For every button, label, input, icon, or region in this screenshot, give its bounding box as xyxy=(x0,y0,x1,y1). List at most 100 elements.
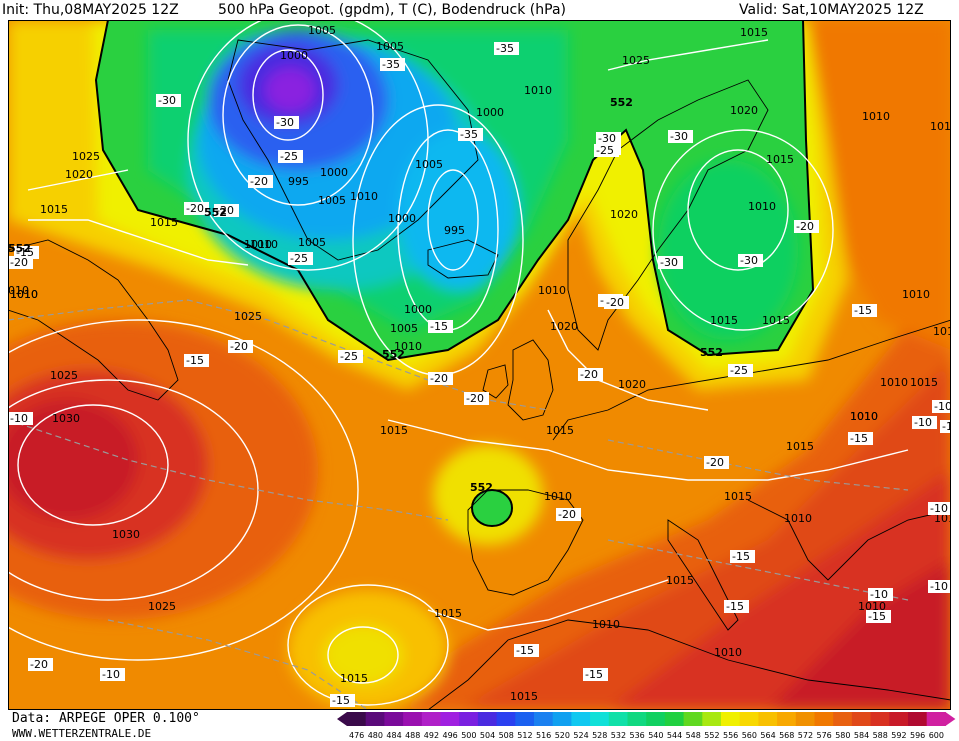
pressure-label: 1015 xyxy=(786,440,814,453)
temperature-label: -30 xyxy=(598,132,616,145)
temperature-label-bg xyxy=(928,580,951,593)
legend-tick-496: 496 xyxy=(443,731,458,740)
temperature-label: -15 xyxy=(732,550,750,563)
pressure-label: 1015 xyxy=(762,314,790,327)
pressure-label: 1000 xyxy=(320,166,348,179)
temperature-label: -15 xyxy=(516,644,534,657)
temperature-label-bg xyxy=(932,400,951,413)
temperature-label-bg xyxy=(604,296,629,309)
pressure-label: 1015 xyxy=(710,314,738,327)
data-source: Data: ARPEGE OPER 0.100° xyxy=(12,711,200,726)
temperature-label: -10 xyxy=(942,420,951,433)
temperature-label-bg xyxy=(668,130,693,143)
pressure-label: 995 xyxy=(288,175,309,188)
pressure-label: 1010 xyxy=(850,410,878,423)
pressure-label: 1015 xyxy=(150,216,178,229)
pressure-label: 1020 xyxy=(618,378,646,391)
temperature-label: -30 xyxy=(670,130,688,143)
coast-italy xyxy=(667,519,739,631)
legend-tick-552: 552 xyxy=(704,731,719,740)
legend-swatch-584 xyxy=(851,712,872,726)
fill-iberia-green xyxy=(471,489,513,527)
legend-tick-540: 540 xyxy=(648,731,663,740)
temperature-label-bg xyxy=(338,350,363,363)
legend-swatch-496 xyxy=(440,712,460,726)
temperature-label: -20 xyxy=(558,508,576,521)
temperature-label: -10 xyxy=(10,412,28,425)
temperature-label: -35 xyxy=(460,128,478,141)
coast-iceland xyxy=(427,239,499,279)
edge-label: 552 xyxy=(8,242,31,255)
legend-tick-600: 600 xyxy=(929,731,944,740)
geopotential-label: 552 xyxy=(700,346,723,359)
edge-label: 010 xyxy=(8,284,29,297)
pressure-label: 1025 xyxy=(148,600,176,613)
temperature-label-bg xyxy=(274,116,299,129)
temperature-label-bg xyxy=(596,132,621,145)
legend-swatch-560 xyxy=(739,712,759,726)
geopotential-label: 552 xyxy=(610,96,633,109)
legend-tick-492: 492 xyxy=(424,731,439,740)
pressure-label: 1000 xyxy=(388,212,416,225)
temperature-label-bg xyxy=(866,610,891,623)
pressure-label: 1025 xyxy=(622,54,650,67)
legend-swatch-532 xyxy=(608,712,628,726)
pressure-label: 1020 xyxy=(550,320,578,333)
pressure-label: 1015 xyxy=(766,153,794,166)
pressure-label: 1000 xyxy=(280,49,308,62)
isotherm-3 xyxy=(107,619,369,710)
legend-tick-480: 480 xyxy=(368,731,383,740)
website: WWW.WETTERZENTRALE.DE xyxy=(12,727,152,740)
temperature-label: -35 xyxy=(382,58,400,71)
isotherms xyxy=(8,299,909,710)
isobar-high-1030b xyxy=(8,379,259,601)
legend-tick-484: 484 xyxy=(386,731,401,740)
legend-tick-524: 524 xyxy=(573,731,588,740)
pressure-label: 1025 xyxy=(50,369,78,382)
geopotential-label: 552 xyxy=(470,481,493,494)
pressure-label: 1010 xyxy=(858,600,886,613)
geopotential-label: 552 xyxy=(382,348,405,361)
legend-swatch-520 xyxy=(552,712,572,726)
pressure-label: 1010 xyxy=(244,238,272,251)
pressure-label: 1010 xyxy=(544,490,572,503)
legend-swatch-580 xyxy=(833,712,853,726)
legend-swatch-556 xyxy=(721,712,741,726)
isotherm-5 xyxy=(607,439,909,491)
coast-scandinavia xyxy=(567,79,769,351)
isobar-ice-995 xyxy=(427,169,479,271)
temperature-label-bg xyxy=(184,354,209,367)
pressure-label: 1010 xyxy=(592,618,620,631)
legend-swatch-576 xyxy=(814,712,834,726)
temperature-label-bg xyxy=(594,144,619,157)
legend-swatch-600 xyxy=(926,712,946,726)
temperature-label-bg xyxy=(8,256,33,269)
pressure-label: 1030 xyxy=(52,412,80,425)
pressure-label: 1025 xyxy=(72,150,100,163)
temperature-label: -20 xyxy=(30,658,48,671)
isobar-1020-north xyxy=(27,169,129,191)
coast-ireland xyxy=(482,364,509,399)
isotherm-2 xyxy=(8,419,449,521)
legend-swatch-536 xyxy=(627,712,647,726)
fill-south-low-inner xyxy=(323,625,403,685)
pressure-label: 1010 xyxy=(250,238,278,251)
temperature-label-bg xyxy=(868,588,893,601)
legend-swatch-528 xyxy=(590,712,610,726)
pressure-label: 1010 xyxy=(10,288,38,301)
legend-swatch-500 xyxy=(459,712,479,726)
legend-tick-536: 536 xyxy=(630,731,645,740)
pressure-label: 1000 xyxy=(404,303,432,316)
temperature-label: -30 xyxy=(660,256,678,269)
pressure-label: 1015 xyxy=(666,574,694,587)
temperature-label: -10 xyxy=(914,416,932,429)
legend-tick-560: 560 xyxy=(742,731,757,740)
pressure-label: 1015 xyxy=(340,672,368,685)
temperature-label-bg xyxy=(724,600,749,613)
temperature-label: -20 xyxy=(606,296,624,309)
temperature-label-bg xyxy=(100,668,125,681)
pressure-label: 1015 xyxy=(724,490,752,503)
isobars xyxy=(8,20,909,706)
legend-tick-544: 544 xyxy=(667,731,682,740)
